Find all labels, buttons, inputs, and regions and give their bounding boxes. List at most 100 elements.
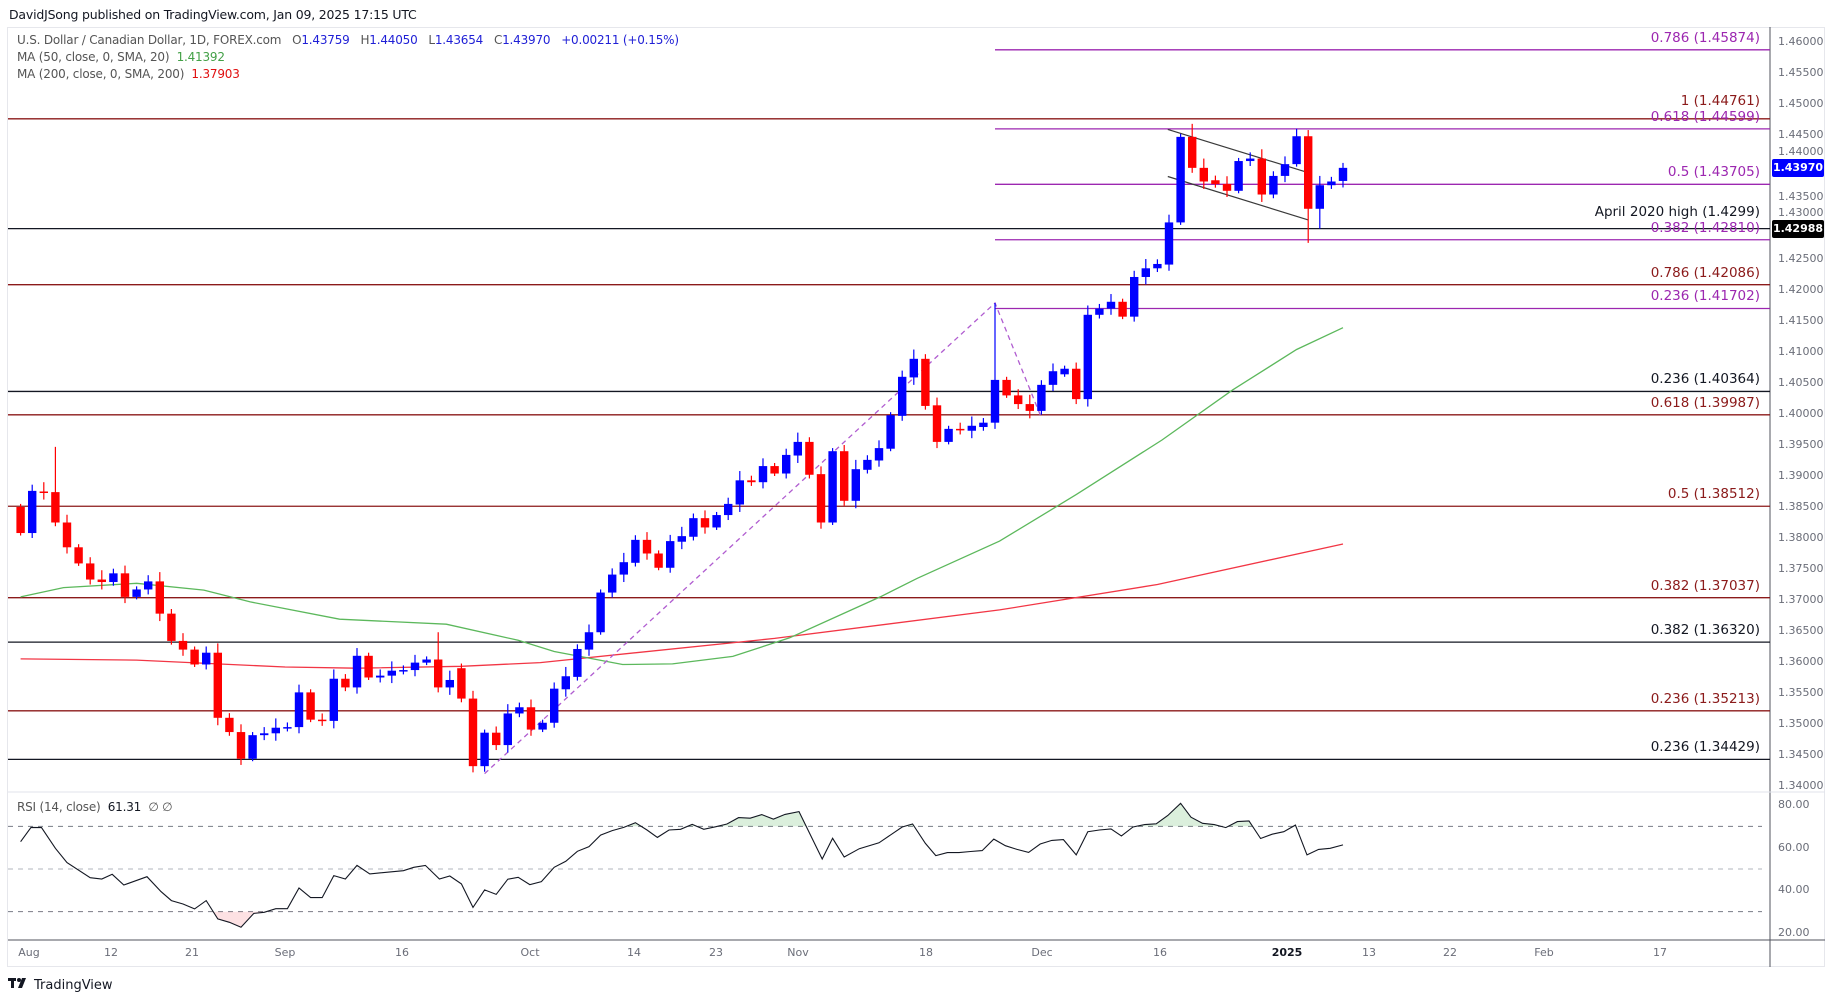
candle-bearish xyxy=(318,719,327,722)
candle-bullish xyxy=(1048,371,1058,385)
candle-bearish xyxy=(190,649,199,665)
candle-bearish xyxy=(1211,180,1220,184)
candle-bullish xyxy=(898,376,907,416)
time-axis-label: Sep xyxy=(274,946,296,959)
footer-brand[interactable]: TradingView xyxy=(8,977,113,993)
level-label: 0.786 (1.45874) xyxy=(1650,29,1760,46)
candle-bearish xyxy=(956,428,965,431)
level-label: 0.236 (1.34429) xyxy=(1650,739,1760,756)
candle-bullish xyxy=(503,713,512,746)
price-axis-label: 1.45500 xyxy=(1778,66,1824,79)
rsi-axis-label: 60.00 xyxy=(1778,840,1810,854)
candle-bullish xyxy=(909,358,918,378)
candle-bullish xyxy=(376,675,385,678)
ma200-label: MA (200, close, 0, SMA, 200) xyxy=(17,67,185,81)
open-label: O xyxy=(292,33,302,47)
candle-bullish xyxy=(248,735,257,759)
candle-bullish xyxy=(967,425,976,431)
level-label: 0.618 (1.44599) xyxy=(1650,108,1760,125)
time-axis-label: 16 xyxy=(395,946,409,959)
level-label: 0.5 (1.43705) xyxy=(1667,164,1760,181)
candle-bullish xyxy=(712,515,721,528)
close-value: 1.43970 xyxy=(502,33,551,47)
price-axis-label: 1.45000 xyxy=(1778,97,1824,110)
level-label: 0.382 (1.42810) xyxy=(1650,219,1760,236)
candle-bullish xyxy=(619,562,628,575)
candle-bullish xyxy=(608,574,617,593)
ma50-line xyxy=(20,327,1344,666)
candle-bullish xyxy=(28,490,37,534)
candle-bearish xyxy=(526,707,536,730)
level-label: 0.786 (1.42086) xyxy=(1650,264,1760,281)
candle-bullish xyxy=(515,707,524,714)
change-value: +0.00211 (+0.15%) xyxy=(561,33,679,47)
candle-bearish xyxy=(816,474,826,523)
candle-bearish xyxy=(74,547,83,564)
ma200-legend[interactable]: MA (200, close, 0, SMA, 200) 1.37903 xyxy=(17,67,240,82)
candle-bullish xyxy=(677,536,686,542)
price-axis-label: 1.46000 xyxy=(1778,35,1824,48)
price-axis-label: 1.39500 xyxy=(1778,438,1824,451)
rsi-legend[interactable]: RSI (14, close) 61.31 ∅ ∅ xyxy=(17,800,173,815)
candle-bearish xyxy=(1025,404,1034,411)
price-axis-label: 1.35500 xyxy=(1778,686,1824,699)
time-axis-label: 21 xyxy=(185,946,199,959)
candle-bearish xyxy=(770,466,779,474)
current-price-badge: 1.43970 xyxy=(1772,159,1824,177)
candle-bullish xyxy=(886,415,895,449)
high-label: H xyxy=(360,33,370,47)
rsi-extra: ∅ ∅ xyxy=(148,800,173,814)
candle-bearish xyxy=(1199,167,1208,182)
candle-bullish xyxy=(132,589,141,597)
candle-bullish xyxy=(1280,164,1290,176)
candle-bullish xyxy=(352,655,362,688)
rsi-axis-label: 80.00 xyxy=(1778,798,1810,811)
price-axis-label: 1.38500 xyxy=(1778,500,1824,513)
price-axis-label: 1.35000 xyxy=(1778,717,1824,730)
high-value: 1.44050 xyxy=(369,33,418,47)
candle-bearish xyxy=(700,518,710,528)
symbol-legend: U.S. Dollar / Canadian Dollar, 1D, FOREX… xyxy=(17,33,679,48)
level-label: 0.5 (1.38512) xyxy=(1667,486,1760,503)
candle-bullish xyxy=(1292,136,1301,165)
ma200-line xyxy=(20,543,1344,669)
candle-bearish xyxy=(747,480,756,483)
time-axis-label: 2025 xyxy=(1271,946,1303,959)
candle-bearish xyxy=(457,668,466,699)
candle-bullish xyxy=(561,676,570,690)
candle-bearish xyxy=(1257,158,1266,195)
level-label: 0.236 (1.40364) xyxy=(1650,371,1760,388)
candle-bearish xyxy=(805,441,814,475)
candle-bullish xyxy=(538,722,547,730)
candle-bearish xyxy=(306,692,315,720)
ma50-legend[interactable]: MA (50, close, 0, SMA, 20) 1.41392 xyxy=(17,50,225,65)
candle-bullish xyxy=(1106,301,1116,309)
candle-bearish xyxy=(62,522,72,548)
candle-bearish xyxy=(155,581,164,614)
price-axis-label: 1.34500 xyxy=(1778,748,1824,761)
rsi-axis-label: 20.00 xyxy=(1778,925,1810,939)
time-axis-label: 13 xyxy=(1362,946,1376,959)
tradingview-logo-icon xyxy=(8,977,30,993)
publisher-line: DavidJSong published on TradingView.com,… xyxy=(9,7,417,22)
candle-bearish xyxy=(225,717,234,733)
time-axis-label: Aug xyxy=(18,946,40,959)
candle-bearish xyxy=(1002,379,1011,396)
price-axis-label: 1.40000 xyxy=(1778,407,1824,420)
price-axis-label: 1.37500 xyxy=(1778,562,1824,575)
candle-bullish xyxy=(735,480,744,505)
candle-bullish xyxy=(271,727,280,734)
price-axis-label: 1.38000 xyxy=(1778,531,1824,544)
candle-bearish xyxy=(654,553,663,568)
channel-trendline xyxy=(1167,175,1309,221)
ma50-value: 1.41392 xyxy=(176,50,225,64)
level-label: 0.618 (1.39987) xyxy=(1650,394,1760,411)
candle-bullish xyxy=(863,459,872,470)
candle-bearish xyxy=(1304,136,1313,209)
footer-brand-name: TradingView xyxy=(34,977,113,993)
candle-bullish xyxy=(1037,384,1046,411)
candle-bullish xyxy=(1060,368,1069,375)
candle-bearish xyxy=(1072,368,1081,400)
candle-bullish xyxy=(329,678,338,721)
